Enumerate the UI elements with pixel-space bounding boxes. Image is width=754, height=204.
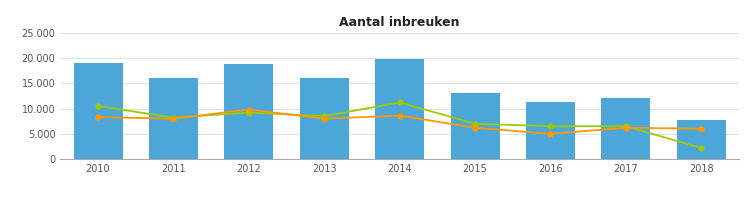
- Bar: [225, 64, 273, 159]
- Bar: [149, 78, 198, 159]
- Bar: [73, 63, 122, 159]
- Bar: [299, 78, 348, 159]
- Title: Aantal inbreuken: Aantal inbreuken: [339, 16, 460, 29]
- Bar: [375, 59, 424, 159]
- Bar: [526, 102, 575, 159]
- Bar: [601, 98, 650, 159]
- Bar: [676, 120, 725, 159]
- Bar: [450, 93, 499, 159]
